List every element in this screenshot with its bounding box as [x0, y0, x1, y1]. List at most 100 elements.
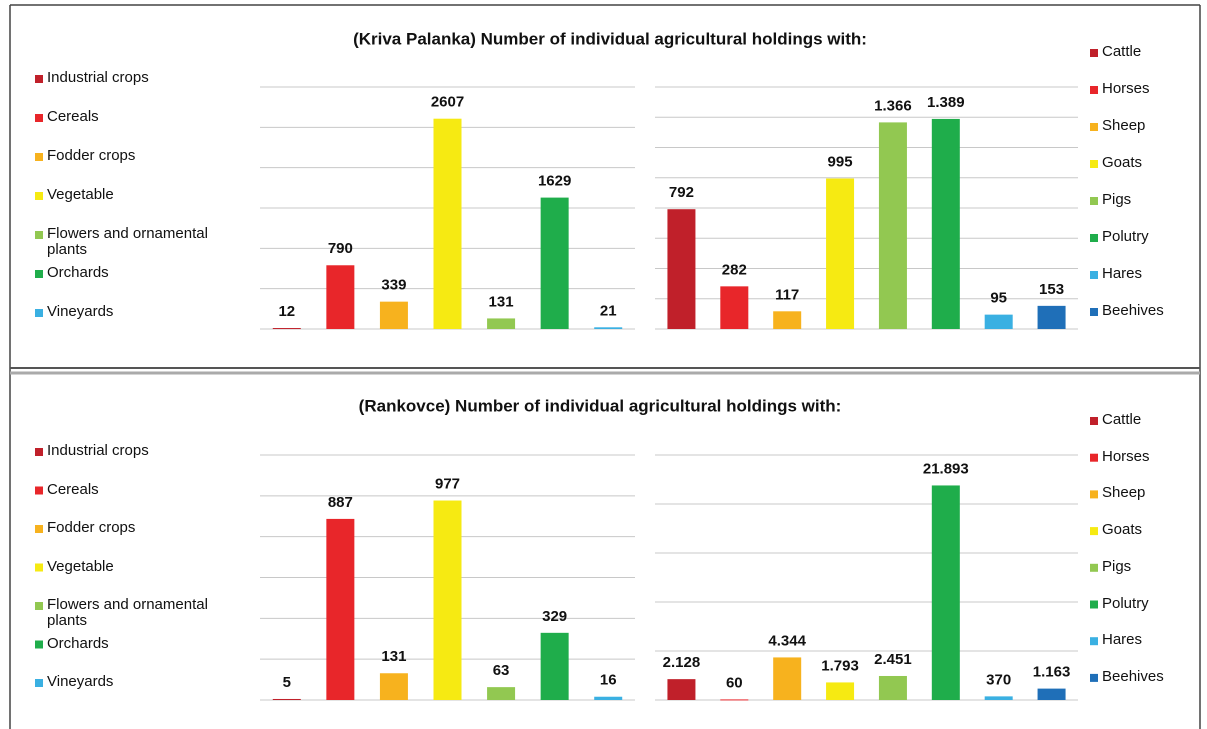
bar	[1037, 305, 1066, 329]
value-label: 792	[669, 184, 694, 201]
legend-item: Horses	[1102, 448, 1150, 465]
legend-swatch	[35, 640, 43, 649]
legend-item: Goats	[1102, 155, 1143, 171]
bar	[878, 675, 907, 700]
bar	[433, 500, 462, 700]
legend-label: Fodder crops	[47, 520, 136, 536]
bar	[720, 286, 749, 329]
legend-item: Beehives	[1102, 303, 1164, 319]
legend-swatch	[1090, 160, 1098, 168]
legend-item: Cattle	[1102, 412, 1142, 428]
bar	[487, 687, 516, 700]
legend-label: Flowers and ornamental plants	[47, 226, 208, 258]
legend-label: Horses	[1102, 448, 1150, 465]
legend-label: Pigs	[1102, 192, 1132, 208]
value-label: 131	[489, 293, 514, 310]
legend-swatch	[1090, 417, 1098, 425]
legend-swatch	[35, 448, 43, 456]
legend-swatch	[1090, 86, 1098, 94]
legend-swatch	[1090, 600, 1098, 609]
value-label: 16	[600, 672, 617, 689]
value-label: 63	[493, 662, 510, 679]
legend-label: Goats	[1102, 522, 1143, 539]
value-label: 5	[283, 674, 291, 691]
legend-item: Cereals	[47, 482, 99, 498]
value-label: 977	[435, 475, 460, 492]
value-label: 790	[328, 240, 353, 257]
legend-item: Sheep	[1102, 485, 1146, 502]
legend-label: Sheep	[1102, 118, 1146, 134]
legend-swatch	[1090, 490, 1098, 499]
bar	[984, 696, 1013, 700]
value-label: 153	[1039, 281, 1064, 298]
legend-item: Vegetable	[47, 187, 114, 203]
bar	[540, 197, 569, 329]
legend-label: Vineyards	[47, 304, 114, 320]
legend-item: Cattle	[1102, 44, 1141, 60]
legend-label: Hares	[1102, 632, 1143, 649]
bar	[667, 679, 696, 700]
value-label: 2.128	[663, 654, 701, 671]
legend-label: Industrial crops	[47, 70, 149, 86]
legend-item: Orchards	[47, 265, 109, 281]
legend-item: Fodder crops	[47, 148, 135, 164]
legend-swatch	[35, 486, 43, 495]
legend-label: Hares	[1102, 266, 1143, 282]
legend-swatch	[1090, 234, 1098, 242]
bar	[379, 673, 408, 700]
legend-label: Cattle	[1102, 412, 1142, 428]
value-label: 21.893	[923, 460, 969, 477]
bar	[594, 696, 623, 700]
legend-item: Industrial crops	[47, 70, 149, 86]
value-label: 282	[722, 261, 747, 278]
legend-label: Orchards	[47, 265, 109, 281]
value-label: 4.344	[768, 632, 806, 649]
bar	[326, 265, 355, 329]
bar	[878, 122, 907, 329]
legend-swatch	[35, 309, 43, 317]
chart-title: (Kriva Palanka) Number of individual agr…	[353, 29, 867, 48]
chart-title: (Rankovce) Number of individual agricult…	[359, 396, 842, 415]
legend-item: Hares	[1102, 266, 1143, 282]
legend-item: Polutry	[1102, 229, 1149, 245]
legend-item: Cereals	[47, 109, 99, 125]
legend-swatch	[1090, 563, 1098, 572]
legend-swatch	[1090, 49, 1098, 57]
legend-label: Sheep	[1102, 485, 1146, 502]
value-label: 12	[278, 303, 295, 320]
legend-swatch	[35, 270, 43, 278]
value-label: 2.451	[874, 651, 912, 668]
value-label: 370	[986, 671, 1011, 688]
bar	[326, 518, 355, 700]
legend-item: Pigs	[1102, 192, 1132, 208]
bar	[1037, 688, 1066, 700]
value-label: 339	[381, 277, 406, 294]
legend-label: Cereals	[47, 109, 99, 125]
legend-item: Orchards	[47, 635, 109, 652]
bar	[272, 698, 301, 700]
bar	[826, 178, 855, 329]
legend-item: Beehives	[1102, 669, 1164, 685]
legend-label: Vegetable	[47, 558, 114, 575]
legend-item: Hares	[1102, 632, 1143, 649]
bar	[594, 327, 623, 329]
value-label: 21	[600, 302, 617, 319]
value-label: 1629	[538, 173, 571, 190]
legend-label: Orchards	[47, 635, 109, 652]
legend-item: Pigs	[1102, 559, 1131, 575]
legend-item: Horses	[1102, 81, 1150, 97]
legend-swatch	[1090, 637, 1098, 646]
legend-label: Goats	[1102, 155, 1143, 171]
legend-swatch	[35, 192, 43, 200]
value-label: 1.389	[927, 94, 965, 111]
legend-swatch	[35, 602, 43, 610]
legend-swatch	[1090, 123, 1098, 131]
legend-swatch	[35, 563, 43, 572]
legend-item: Fodder crops	[47, 520, 136, 536]
value-label: 117	[775, 286, 799, 303]
legend-swatch	[35, 114, 43, 122]
value-label: 329	[542, 608, 567, 625]
legend-swatch	[1090, 673, 1098, 682]
legend-swatch	[1090, 453, 1098, 462]
